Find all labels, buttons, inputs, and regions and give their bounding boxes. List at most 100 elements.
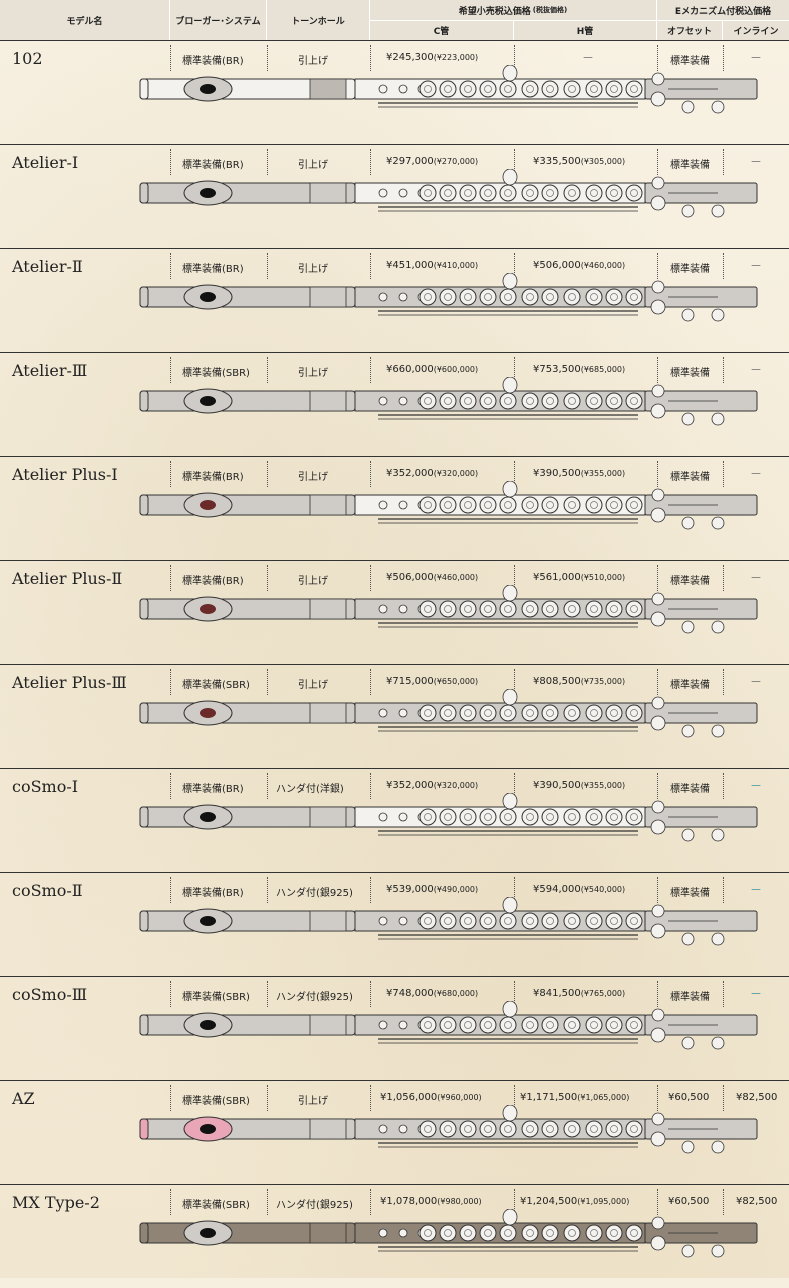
column-divider: [370, 149, 371, 175]
tonehole-type: 引上げ: [298, 576, 328, 587]
c-foot-price: ¥748,000(¥680,000): [386, 988, 478, 999]
h-foot-price: ¥808,500(¥735,000): [533, 676, 625, 687]
column-divider: [723, 669, 724, 695]
offset-price: 標準装備: [670, 472, 710, 483]
column-divider: [267, 669, 268, 695]
embouchure-system: 標準装備(BR): [182, 784, 244, 795]
inline-price: ¥82,500: [736, 1092, 778, 1103]
embouchure-system: 標準装備(BR): [182, 888, 244, 899]
column-divider: [514, 1085, 515, 1111]
column-divider: [657, 1189, 658, 1215]
c-foot-price-value: ¥1,078,000: [380, 1196, 438, 1207]
header-h-foot: H管: [514, 20, 657, 40]
h-foot-price: ¥390,500(¥355,000): [533, 468, 625, 479]
column-divider: [267, 357, 268, 383]
h-foot-price-value: ¥841,500: [533, 988, 581, 999]
model-name: Atelier-Ⅰ: [12, 153, 79, 172]
c-foot-price-value: ¥352,000: [386, 780, 434, 791]
h-foot-price: ¥335,500(¥305,000): [533, 156, 625, 167]
h-foot-net-price: (¥355,000): [580, 781, 626, 790]
model-name: Atelier Plus-Ⅲ: [12, 673, 127, 692]
column-divider: [267, 253, 268, 279]
h-foot-price-value: ¥1,171,500: [520, 1092, 578, 1103]
c-foot-price-value: ¥352,000: [386, 468, 434, 479]
c-foot-price-value: ¥1,056,000: [380, 1092, 438, 1103]
offset-price: 標準装備: [670, 784, 710, 795]
c-foot-price-value: ¥660,000: [386, 364, 434, 375]
table-row: Atelier Plus-Ⅰ 標準装備(BR) 引上げ ¥352,000(¥32…: [0, 456, 789, 560]
c-foot-price: ¥539,000(¥490,000): [386, 884, 478, 895]
table-row: MX Type-2 標準装備(SBR) ハンダ付(銀925) ¥1,078,00…: [0, 1184, 789, 1288]
column-divider: [657, 669, 658, 695]
offset-price: 標準装備: [670, 56, 710, 67]
c-foot-net-price: (¥223,000): [433, 53, 479, 62]
column-divider: [723, 981, 724, 1007]
table-row: Atelier-Ⅱ 標準装備(BR) 引上げ ¥451,000(¥410,000…: [0, 248, 789, 352]
column-divider: [370, 1085, 371, 1111]
inline-dash: －: [750, 155, 763, 169]
h-foot-net-price: (¥540,000): [580, 885, 626, 894]
column-divider: [657, 565, 658, 591]
column-divider: [723, 1085, 724, 1111]
model-name: coSmo-Ⅲ: [12, 985, 88, 1004]
table-header: モデル名 ブローガー･システム トーンホール 希望小売税込価格 (税抜価格) C…: [0, 0, 789, 40]
column-divider: [170, 45, 171, 71]
header-price-group-label: 希望小売税込価格: [458, 6, 531, 17]
inline-dash: －: [750, 259, 763, 273]
c-foot-net-price: (¥460,000): [433, 573, 479, 582]
inline-dash: －: [750, 675, 763, 689]
header-offset: オフセット: [657, 20, 723, 40]
column-divider: [514, 149, 515, 175]
tonehole-type: 引上げ: [298, 368, 328, 379]
column-divider: [267, 1085, 268, 1111]
inline-dash: －: [750, 987, 763, 1001]
inline-dash: －: [750, 883, 763, 897]
c-foot-net-price: (¥490,000): [433, 885, 479, 894]
inline-price: ¥82,500: [736, 1196, 778, 1207]
h-foot-price: ¥1,171,500(¥1,065,000): [520, 1092, 629, 1103]
c-foot-price: ¥245,300(¥223,000): [386, 52, 478, 63]
c-foot-price-value: ¥297,000: [386, 156, 434, 167]
column-divider: [723, 357, 724, 383]
flute-illustration: [138, 376, 758, 449]
flute-illustration: [138, 64, 758, 137]
h-foot-price-value: ¥753,500: [533, 364, 581, 375]
column-divider: [170, 253, 171, 279]
c-foot-net-price: (¥600,000): [433, 365, 479, 374]
column-divider: [723, 773, 724, 799]
embouchure-system: 標準装備(SBR): [182, 1096, 250, 1107]
embouchure-system: 標準装備(SBR): [182, 1200, 250, 1211]
table-row: coSmo-Ⅰ 標準装備(BR) ハンダ付(洋銀) ¥352,000(¥320,…: [0, 768, 789, 872]
h-foot-price-value: ¥808,500: [533, 676, 581, 687]
model-name: AZ: [12, 1089, 35, 1108]
offset-price: 標準装備: [670, 576, 710, 587]
column-divider: [170, 1085, 171, 1111]
h-foot-net-price: (¥735,000): [580, 677, 626, 686]
model-name: coSmo-Ⅱ: [12, 881, 83, 900]
column-divider: [723, 877, 724, 903]
h-foot-price: ¥561,000(¥510,000): [533, 572, 625, 583]
c-foot-price: ¥352,000(¥320,000): [386, 780, 478, 791]
inline-dash: －: [750, 571, 763, 585]
column-divider: [514, 669, 515, 695]
embouchure-system: 標準装備(BR): [182, 160, 244, 171]
c-foot-price: ¥297,000(¥270,000): [386, 156, 478, 167]
column-divider: [723, 45, 724, 71]
flute-illustration: [138, 896, 758, 969]
flute-illustration: [138, 1000, 758, 1073]
table-row: Atelier-Ⅲ 標準装備(SBR) 引上げ ¥660,000(¥600,00…: [0, 352, 789, 456]
column-divider: [723, 253, 724, 279]
column-divider: [267, 1189, 268, 1215]
column-divider: [170, 1189, 171, 1215]
flute-illustration: [138, 480, 758, 553]
column-divider: [370, 461, 371, 487]
column-divider: [514, 45, 515, 71]
column-divider: [657, 981, 658, 1007]
column-divider: [723, 565, 724, 591]
model-name: Atelier-Ⅲ: [12, 361, 88, 380]
model-name: Atelier-Ⅱ: [12, 257, 83, 276]
inline-dash: －: [750, 467, 763, 481]
table-row: AZ 標準装備(SBR) 引上げ ¥1,056,000(¥960,000) ¥1…: [0, 1080, 789, 1184]
table-row: Atelier-Ⅰ 標準装備(BR) 引上げ ¥297,000(¥270,000…: [0, 144, 789, 248]
header-tonehole: トーンホール: [267, 0, 370, 40]
